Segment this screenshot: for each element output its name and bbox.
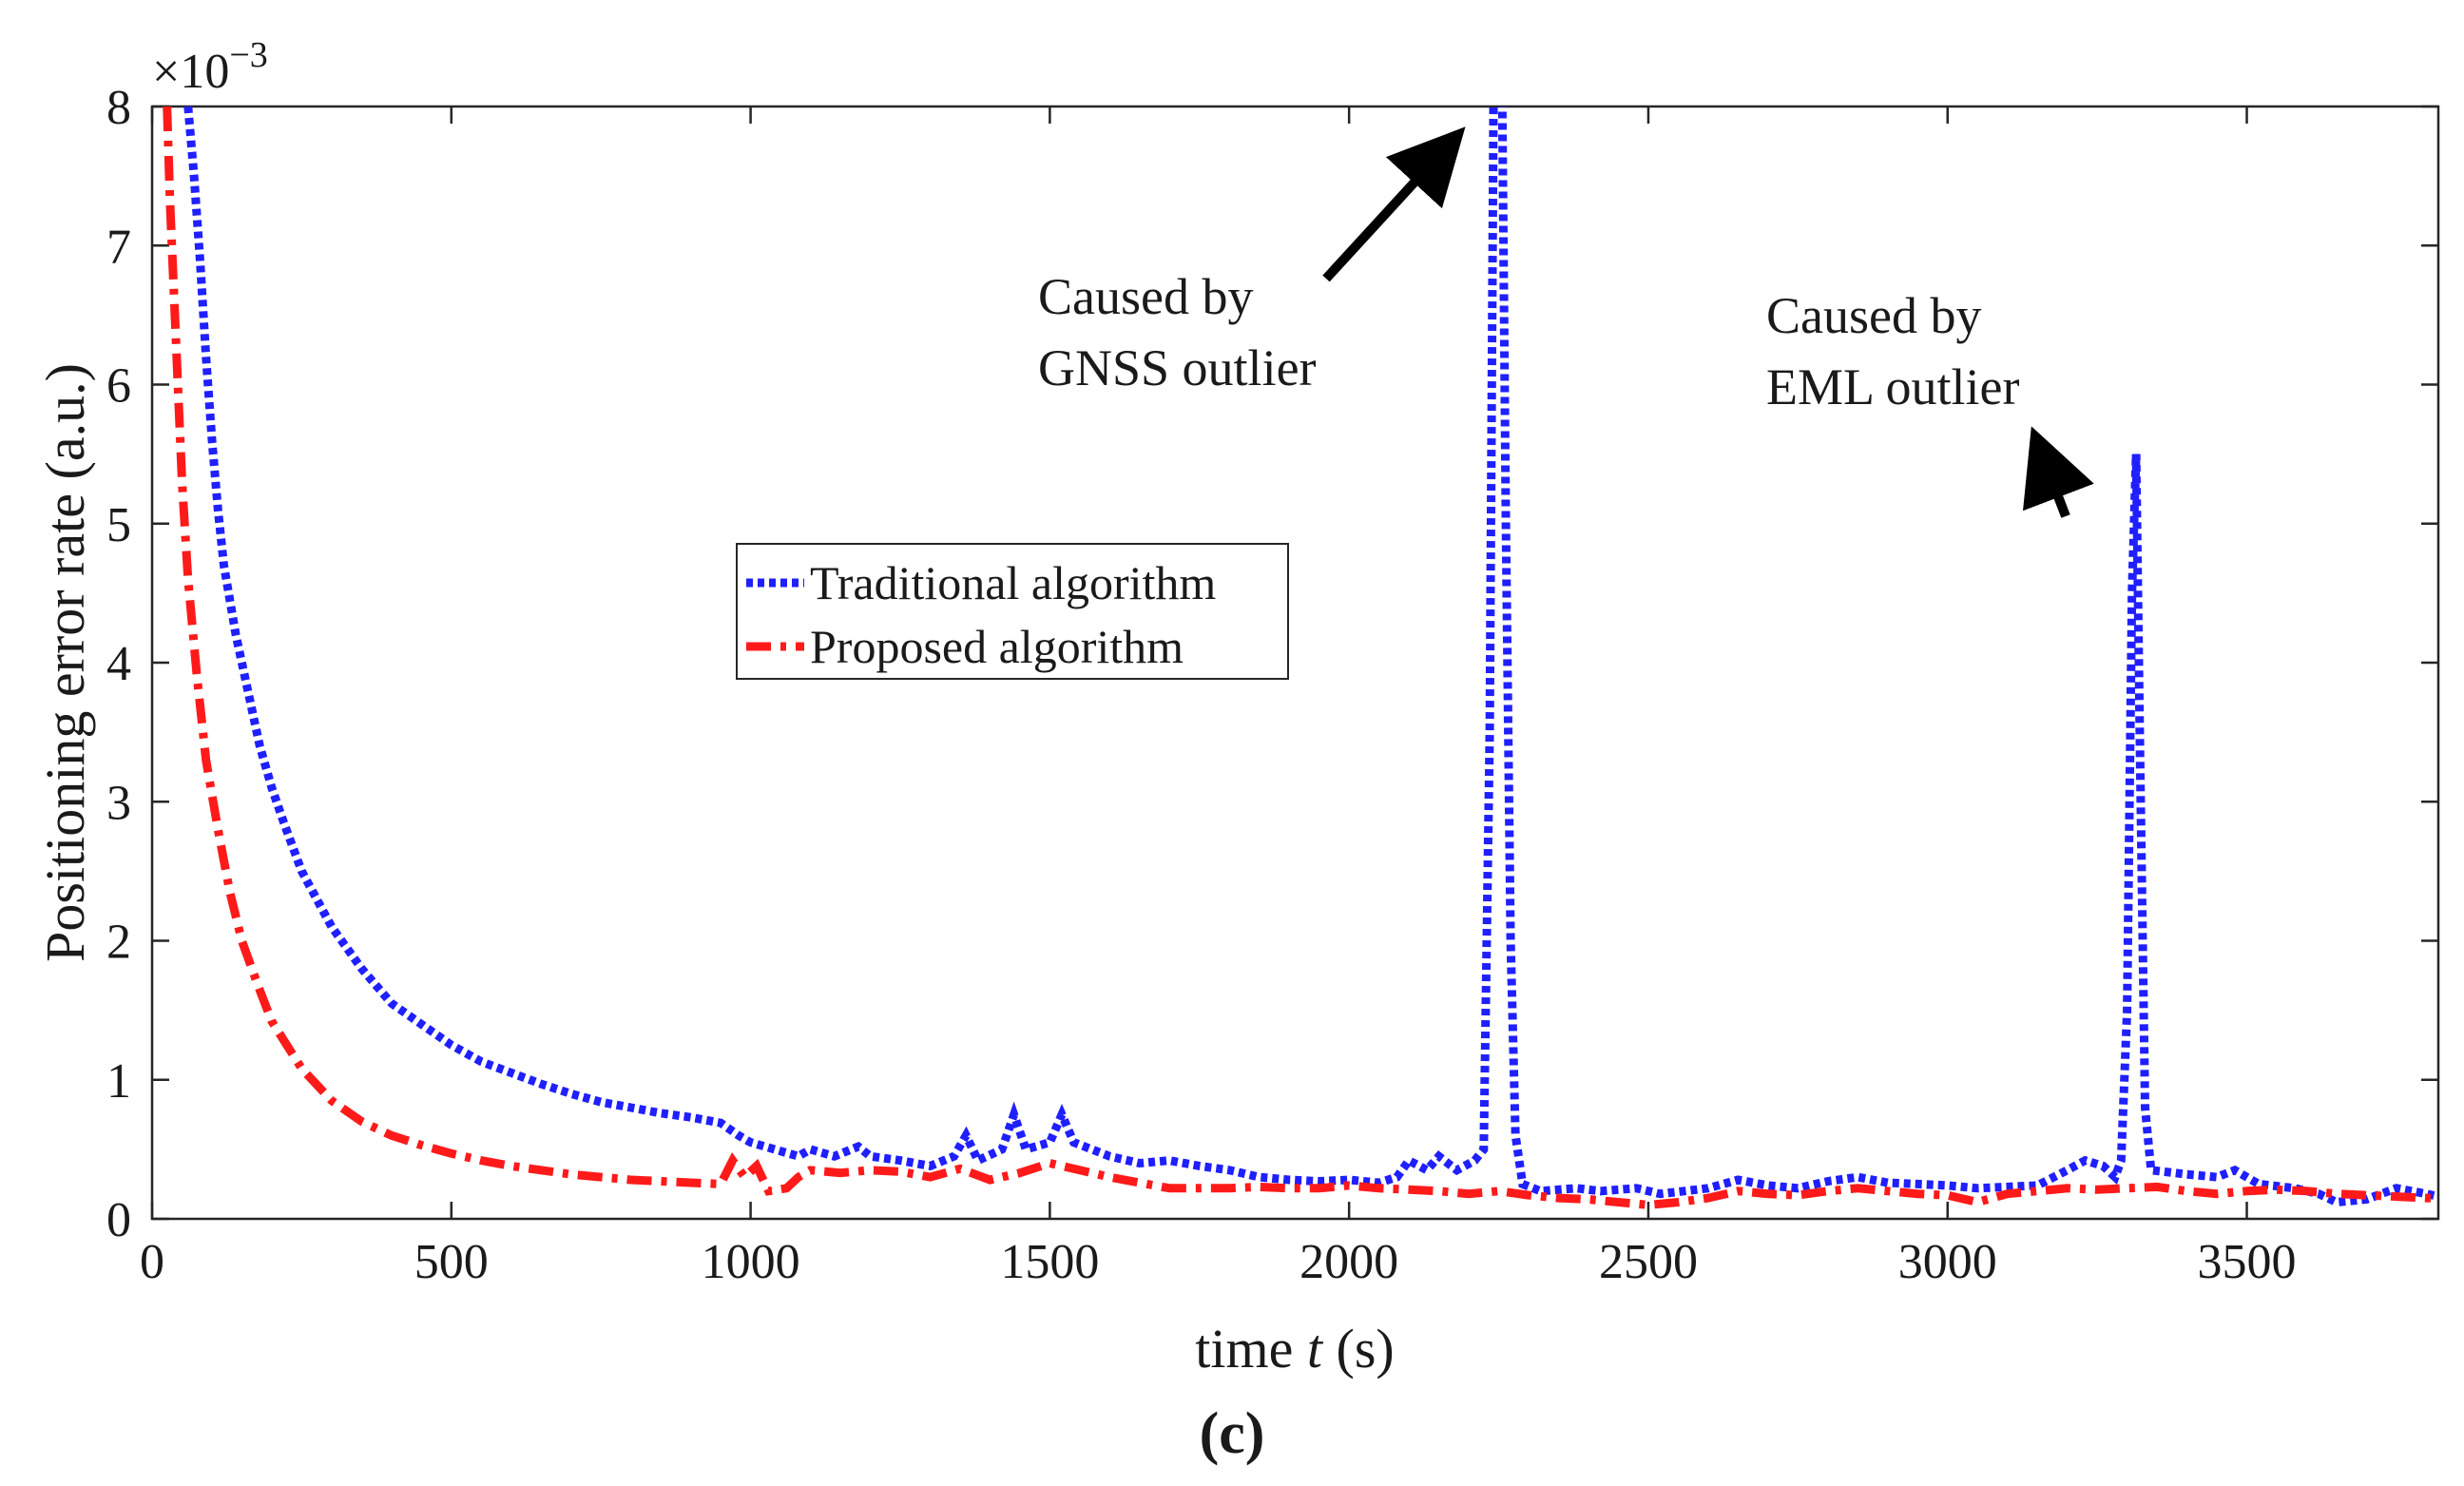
y-tick-label: 0	[106, 1193, 131, 1247]
series-proposed-algorithm-line	[163, 106, 2438, 1209]
x-tick-label: 2500	[1599, 1235, 1698, 1289]
x-tick-label: 500	[414, 1235, 489, 1289]
x-axis-label-suffix: (s)	[1322, 1318, 1395, 1380]
annotation-eml-arrow	[2023, 426, 2094, 518]
annotation-gnss-arrow	[1322, 126, 1466, 282]
x-tick-label: 3000	[1898, 1235, 1997, 1289]
y-multiplier-base: ×10	[152, 45, 229, 99]
legend-box	[736, 543, 1289, 680]
legend-label-proposed: Proposed algorithm	[810, 620, 1184, 673]
annotation-gnss: Caused by GNSS outlier	[1038, 126, 1466, 396]
legend: Traditional algorithm Proposed algorithm	[736, 543, 1289, 680]
y-tick-label: 2	[106, 916, 131, 970]
y-tick-label: 3	[106, 776, 131, 830]
figure-caption: (c)	[1200, 1401, 1265, 1466]
annotation-gnss-line2: GNSS outlier	[1038, 339, 1317, 396]
y-axis: 0 1 2 3 4 5 6 7 8	[106, 81, 2438, 1247]
y-tick-label: 1	[106, 1054, 131, 1109]
annotation-eml-line1: Caused by	[1766, 287, 1981, 344]
y-tick-label: 8	[106, 81, 131, 135]
annotation-gnss-line1: Caused by	[1038, 268, 1253, 325]
y-tick-label: 4	[106, 637, 131, 691]
annotation-eml: Caused by EML outlier	[1766, 287, 2094, 518]
y-tick-label: 7	[106, 220, 131, 274]
x-axis-label-prefix: time	[1195, 1318, 1307, 1380]
y-tick-label: 5	[106, 498, 131, 552]
x-tick-label: 1500	[1000, 1235, 1099, 1289]
x-tick-label: 2000	[1299, 1235, 1398, 1289]
plot-area-frame	[150, 105, 2440, 1221]
y-axis-label: Positioning error rate (a.u.)	[34, 363, 96, 962]
legend-label-traditional: Traditional algorithm	[810, 556, 1216, 609]
y-axis-multiplier: ×10−3	[152, 35, 268, 99]
x-tick-label: 1000	[702, 1235, 800, 1289]
x-tick-label: 0	[140, 1235, 164, 1289]
annotation-eml-line2: EML outlier	[1766, 358, 2019, 415]
x-axis-label-variable: t	[1307, 1318, 1324, 1380]
x-axis: 0 500 1000 1500 2000 2500 3000 3500	[140, 106, 2297, 1289]
y-tick-label: 6	[106, 359, 131, 414]
x-axis-label: time t (s)	[1195, 1318, 1394, 1380]
y-multiplier-exponent: −3	[229, 35, 267, 75]
series-traditional-algorithm-line	[183, 106, 2438, 1207]
x-tick-label: 3500	[2198, 1235, 2297, 1289]
